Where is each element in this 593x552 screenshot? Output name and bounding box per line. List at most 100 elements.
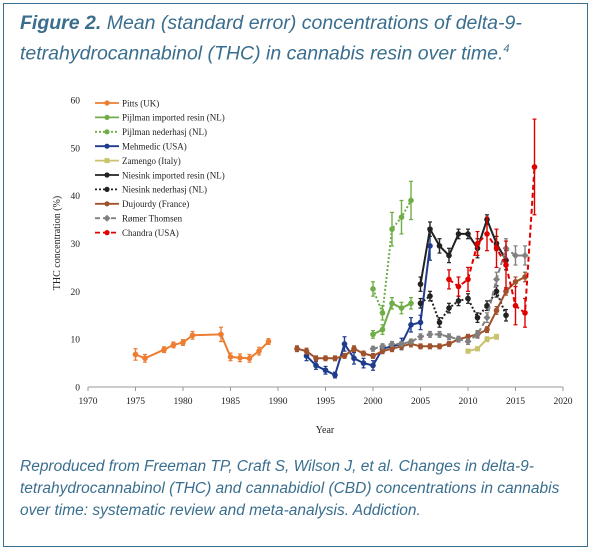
- series-line: [448, 166, 536, 315]
- legend-marker: [104, 100, 110, 106]
- data-point: [455, 231, 462, 237]
- data-point: [408, 197, 414, 204]
- series-4: [465, 333, 499, 354]
- legend-marker: [104, 114, 110, 120]
- data-point: [322, 355, 329, 362]
- data-point: [227, 354, 234, 360]
- data-point: [389, 345, 395, 352]
- data-point: [455, 283, 462, 290]
- series-7: [294, 271, 528, 362]
- legend-entry: Dujourdy (France): [95, 199, 189, 209]
- data-point: [446, 341, 452, 347]
- data-point: [246, 355, 253, 362]
- data-point: [370, 353, 376, 359]
- data-point: [475, 346, 480, 352]
- x-tick-label: 2015: [506, 397, 525, 407]
- data-point: [379, 326, 386, 333]
- data-point: [332, 372, 338, 378]
- y-tick-label: 10: [71, 336, 81, 346]
- data-point: [369, 345, 377, 353]
- legend-label: Chandra (USA): [122, 228, 179, 238]
- data-point: [474, 330, 481, 338]
- series-5: [417, 214, 509, 292]
- legend-label: Niesink imported resin (NL): [122, 170, 225, 180]
- data-point: [360, 360, 367, 366]
- data-point: [360, 350, 367, 357]
- series-line: [419, 216, 507, 285]
- legend-marker: [104, 158, 110, 164]
- x-tick-label: 2010: [459, 397, 478, 407]
- data-point: [332, 355, 338, 362]
- legend-marker: [103, 214, 111, 222]
- y-tick-label: 30: [71, 240, 81, 250]
- data-point: [446, 276, 452, 283]
- chart-series-layer: [132, 118, 538, 379]
- series-2: [370, 180, 414, 321]
- data-point: [465, 276, 471, 283]
- x-tick-label: 1990: [269, 397, 288, 407]
- legend-marker: [104, 172, 110, 178]
- data-point: [379, 310, 386, 316]
- data-point: [313, 355, 319, 362]
- legend-entry: Zamengo (Italy): [95, 156, 181, 166]
- data-point: [341, 341, 348, 347]
- data-point: [465, 348, 471, 354]
- figure-caption: Reproduced from Freeman TP, Craft S, Wil…: [20, 458, 560, 519]
- data-point: [512, 278, 519, 285]
- data-point: [417, 319, 424, 326]
- series-line: [467, 335, 497, 353]
- y-tick-label: 50: [71, 144, 81, 154]
- x-tick-label: 1975: [126, 397, 145, 407]
- x-tick-label: 2000: [364, 397, 383, 407]
- legend-entry: Pijlman nederhasj (NL): [95, 127, 207, 137]
- x-tick-label: 1970: [79, 397, 98, 407]
- legend-label: Pitts (UK): [122, 98, 159, 108]
- data-point: [522, 310, 528, 316]
- data-point: [521, 251, 529, 259]
- data-point: [474, 240, 481, 247]
- data-point: [408, 300, 414, 307]
- legend-label: Rømer Thomsen: [122, 214, 183, 224]
- series-line: [419, 289, 507, 325]
- data-point: [388, 340, 396, 348]
- y-tick-label: 20: [71, 288, 81, 298]
- data-point: [427, 293, 433, 299]
- data-point: [493, 307, 500, 314]
- data-point: [370, 286, 376, 292]
- y-tick-label: 40: [71, 192, 81, 202]
- legend-entry: Pijlman imported resin (NL): [95, 113, 225, 123]
- figure-reference: 4: [503, 43, 510, 55]
- data-point: [389, 226, 395, 232]
- legend-marker: [104, 129, 110, 135]
- data-point: [417, 333, 424, 341]
- data-point: [512, 251, 519, 259]
- data-point: [503, 312, 509, 319]
- y-axis-label: THC concentration (%): [52, 196, 63, 290]
- data-point: [493, 288, 500, 295]
- legend-entry: Rømer Thomsen: [95, 214, 183, 224]
- data-point: [161, 346, 167, 353]
- data-point: [218, 331, 224, 338]
- data-point: [265, 338, 272, 345]
- data-point: [180, 339, 186, 346]
- chart-legend: Pitts (UK) Pijlman imported resin (NL) Pij…: [95, 98, 225, 238]
- y-tick-label: 60: [71, 97, 81, 107]
- data-point: [313, 362, 319, 369]
- data-point: [322, 367, 329, 374]
- legend-label: Pijlman imported resin (NL): [122, 113, 225, 123]
- data-point: [237, 355, 243, 361]
- data-point: [531, 164, 538, 170]
- data-point: [484, 302, 490, 309]
- data-point: [512, 302, 519, 309]
- legend-entry: Mehmedic (USA): [95, 142, 187, 152]
- figure-title: Figure 2. Mean (standard error) concentr…: [20, 10, 580, 67]
- legend-marker: [104, 201, 110, 207]
- data-point: [522, 274, 528, 280]
- legend-marker: [104, 230, 110, 236]
- data-point: [407, 338, 415, 346]
- data-point: [427, 343, 433, 350]
- data-point: [341, 353, 348, 359]
- data-point: [484, 231, 490, 237]
- legend-marker: [104, 186, 110, 192]
- data-point: [474, 314, 481, 321]
